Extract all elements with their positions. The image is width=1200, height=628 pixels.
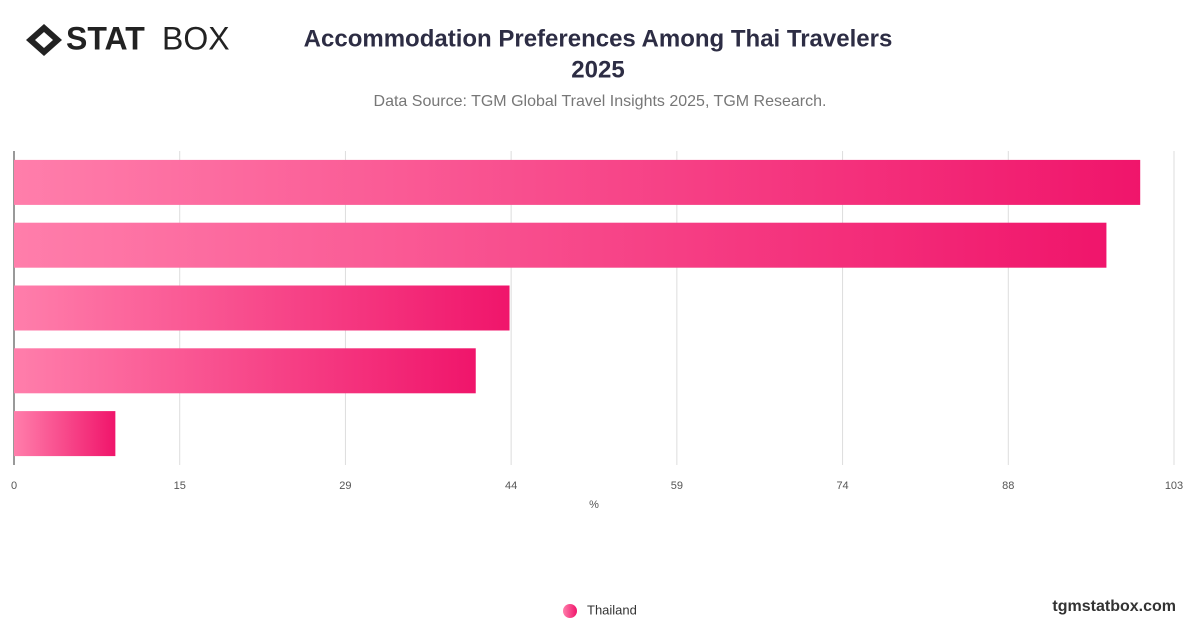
chart-subtitle: Data Source: TGM Global Travel Insights … — [374, 93, 827, 110]
legend-swatch — [563, 604, 577, 618]
bar — [14, 222, 1107, 268]
logo-light: BOX — [162, 20, 230, 56]
site-url: tgmstatbox.com — [1052, 598, 1176, 615]
x-tick-label: 44 — [505, 480, 517, 492]
x-tick-label: 74 — [836, 480, 848, 492]
x-tick-label: 0 — [11, 480, 17, 492]
x-tick-label: 88 — [1002, 480, 1014, 492]
logo: STAT BOX — [26, 20, 230, 56]
x-tick-label: 15 — [174, 480, 186, 492]
chart-title: Accommodation Preferences Among Thai Tra… — [304, 25, 893, 52]
logo-bold: STAT — [66, 20, 145, 56]
x-tick-label: 103 — [1165, 480, 1183, 492]
bar — [14, 348, 476, 394]
bar — [14, 285, 510, 331]
chart-title: 2025 — [571, 56, 624, 83]
bar — [14, 159, 1141, 205]
legend-label: Thailand — [587, 602, 637, 617]
x-tick-label: 59 — [671, 480, 683, 492]
x-axis-label: % — [589, 499, 599, 511]
x-tick-label: 29 — [339, 480, 351, 492]
bar — [14, 411, 116, 457]
